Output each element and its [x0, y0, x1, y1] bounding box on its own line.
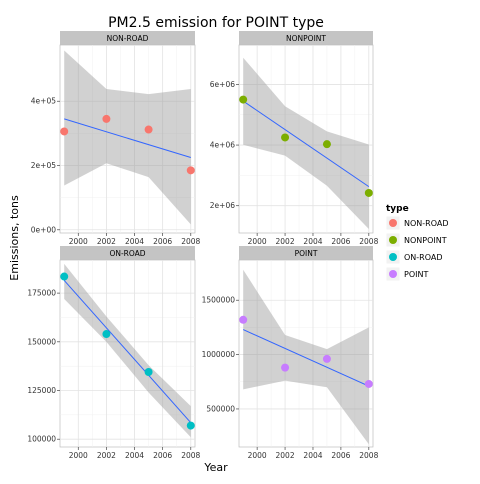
x-tick-label: 2000 — [69, 451, 88, 460]
data-point-non-road — [102, 114, 111, 123]
fit-line-point — [242, 329, 370, 387]
strip-nonpoint — [239, 31, 373, 45]
confidence-band-point — [243, 269, 369, 445]
legend-marker — [389, 270, 397, 278]
legend-marker — [389, 253, 397, 261]
y-tick-label: 500000 — [206, 404, 235, 413]
x-tick-label: 2006 — [153, 451, 172, 460]
fit-line-non-road — [64, 118, 191, 158]
x-axis-label: Year — [203, 461, 228, 474]
y-tick-label: 175000 — [27, 289, 56, 298]
data-point-nonpoint — [322, 140, 331, 149]
y-tick-label: 6e+06 — [210, 80, 235, 89]
panel-non-road: NON-ROAD 2000 2002 2004 2006 2008 0e+00 2e+05 4e… — [31, 31, 201, 246]
y-tick-label: 2e+05 — [31, 161, 56, 170]
x-tick-label: 2002 — [97, 237, 116, 246]
panel-bg-on-road — [59, 259, 196, 448]
panel-bg-non-road — [59, 44, 196, 234]
confidence-band-non-road — [64, 50, 191, 225]
y-tick-label: 4e+06 — [210, 141, 235, 150]
x-tick-label: 2004 — [303, 451, 322, 460]
data-point-non-road — [186, 166, 195, 175]
y-axis-label: Emissions, tons — [8, 195, 21, 281]
x-tick-label: 2002 — [97, 451, 116, 460]
x-tick-label: 2000 — [248, 451, 267, 460]
strip-on-road — [60, 246, 195, 260]
x-tick-label: 2008 — [181, 451, 200, 460]
chart-title: PM2.5 emission for POINT type — [108, 15, 324, 31]
x-tick-label: 2000 — [248, 237, 267, 246]
data-point-on-road — [144, 368, 153, 377]
legend-marker — [389, 219, 397, 227]
legend-marker — [389, 236, 397, 244]
y-tick-label: 1000000 — [202, 350, 236, 359]
legend-title: type — [386, 204, 409, 214]
strip-label-non-road: NON-ROAD — [107, 34, 149, 43]
x-tick-label: 2006 — [331, 451, 350, 460]
legend-item-point: POINT — [385, 266, 428, 282]
confidence-band-on-road — [64, 263, 191, 438]
data-point-on-road — [102, 330, 111, 339]
y-tick-label: 2e+06 — [210, 201, 235, 210]
y-tick-label: 0e+00 — [31, 225, 56, 234]
strip-non-road — [60, 31, 195, 45]
data-point-point — [322, 354, 331, 363]
legend-item-on-road: ON-ROAD — [385, 249, 443, 265]
y-tick-label: 4e+05 — [31, 97, 56, 106]
legend-label: NON-ROAD — [404, 219, 449, 228]
panel-on-road: ON-ROAD 2000 2002 2004 2006 2008 100000 125000 1… — [27, 246, 201, 460]
x-tick-label: 2008 — [359, 451, 378, 460]
x-tick-label: 2006 — [331, 237, 350, 246]
x-tick-label: 2002 — [276, 237, 295, 246]
fit-line-on-road — [63, 280, 192, 423]
x-tick-label: 2004 — [125, 237, 144, 246]
data-point-nonpoint — [281, 133, 290, 142]
fit-line-nonpoint — [242, 100, 370, 188]
strip-point — [239, 246, 373, 260]
strip-label-point: POINT — [295, 249, 318, 258]
data-point-nonpoint — [364, 188, 373, 197]
x-tick-label: 2006 — [153, 237, 172, 246]
data-point-non-road — [144, 125, 153, 134]
data-point-on-road — [186, 421, 195, 430]
panel-bg-nonpoint — [238, 44, 374, 234]
data-point-non-road — [60, 127, 69, 136]
legend: type NON-ROAD NONPOINT ON-ROAD POINT — [385, 204, 449, 282]
legend-label: POINT — [404, 270, 428, 279]
legend-label: NONPOINT — [404, 236, 447, 245]
legend-label: ON-ROAD — [404, 253, 443, 262]
y-tick-label: 150000 — [27, 337, 56, 346]
panel-bg-point — [238, 259, 374, 448]
y-tick-label: 100000 — [27, 435, 56, 444]
facet-panels: NON-ROAD 2000 2002 2004 2006 2008 0e+00 2e+05 4e… — [27, 31, 379, 460]
data-point-on-road — [60, 272, 69, 281]
y-tick-label: 125000 — [27, 386, 56, 395]
y-tick-label: 1500000 — [202, 296, 236, 305]
legend-item-non-road: NON-ROAD — [385, 215, 449, 231]
data-point-point — [364, 379, 373, 388]
panel-point: POINT 2000 2002 2004 2006 2008 500000 1000000 15… — [202, 246, 379, 460]
panel-nonpoint: NONPOINT 2000 2002 2004 2006 2008 2e+06 4e+06 6e… — [210, 31, 379, 246]
x-tick-label: 2002 — [276, 451, 295, 460]
legend-item-nonpoint: NONPOINT — [385, 232, 447, 248]
data-point-nonpoint — [239, 95, 248, 104]
strip-label-on-road: ON-ROAD — [109, 249, 145, 258]
x-tick-label: 2004 — [125, 451, 144, 460]
strip-label-nonpoint: NONPOINT — [286, 34, 326, 43]
x-tick-label: 2000 — [69, 237, 88, 246]
x-tick-label: 2004 — [303, 237, 322, 246]
x-tick-label: 2008 — [181, 237, 200, 246]
data-point-point — [281, 363, 290, 372]
data-point-point — [239, 315, 248, 324]
x-tick-label: 2008 — [359, 237, 378, 246]
